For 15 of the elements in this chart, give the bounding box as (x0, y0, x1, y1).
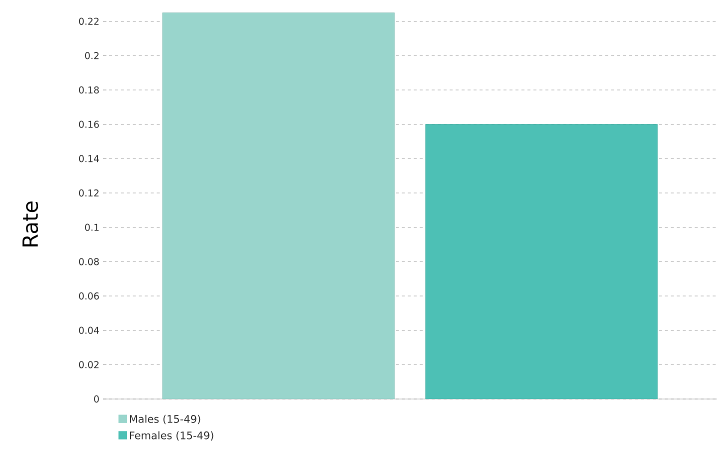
y-tick-label: 0.14 (79, 155, 99, 162)
y-tick-label: 0 (94, 395, 99, 403)
y-tick-label: 0.1 (85, 224, 99, 231)
y-tick-label: 0.08 (79, 258, 99, 266)
y-tick-label: 0.12 (79, 189, 99, 197)
legend-label: Females (15-49) (130, 431, 214, 441)
y-tick-label: 0.04 (79, 326, 99, 334)
y-tick-label: 0.16 (79, 120, 99, 128)
y-tick-label: 0.2 (85, 52, 99, 60)
y-axis-title: Rate (22, 201, 38, 246)
y-tick-label: 0.22 (79, 18, 99, 25)
y-tick-label: 0.02 (79, 361, 99, 368)
y-tick-label: 0.18 (79, 86, 99, 94)
legend-label: Males (15-49) (130, 414, 200, 424)
y-tick-label: 0.06 (79, 292, 99, 300)
